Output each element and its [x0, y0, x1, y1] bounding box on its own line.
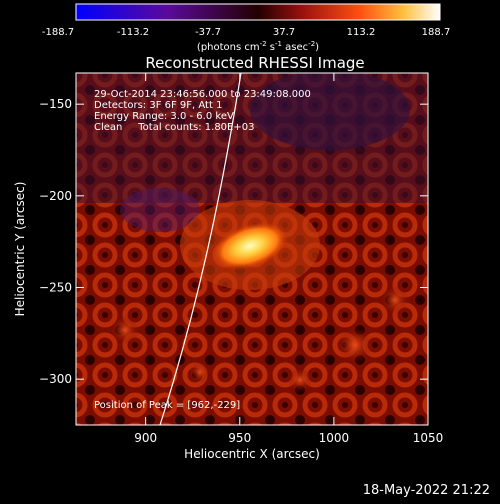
x-axis-label: Heliocentric X (arcsec)	[184, 447, 320, 461]
colorbar-tick: -37.7	[195, 27, 221, 38]
colorbar-tick: 113.2	[347, 27, 376, 38]
colorbar-tick: 37.7	[273, 27, 295, 38]
colorbar-tick: -113.2	[117, 27, 149, 38]
axes: 900 950 1000 1050 −150 −200 −250 −300	[39, 73, 443, 445]
y-tick-label: −200	[39, 189, 72, 203]
footer-date: 18-May-2022 21:22	[363, 483, 490, 498]
annotation-energy: Energy Range: 3.0 - 6.0 keV	[94, 111, 234, 122]
y-tick-label: −300	[39, 372, 72, 386]
y-axis-label: Heliocentric Y (arcsec)	[13, 182, 27, 317]
x-tick-label: 950	[228, 431, 251, 445]
colorbar-units: (photons cm-2 s-1 asec-2)	[197, 40, 319, 53]
colorbar-ticks: -188.7 -113.2 -37.7 37.7 113.2 188.7	[42, 27, 450, 38]
annotation-counts: Clean Total counts: 1.80E+03	[94, 122, 254, 133]
x-tick-label: 1050	[413, 431, 444, 445]
colorbar	[75, 3, 441, 21]
y-tick-label: −250	[39, 281, 72, 295]
annotations: 29-Oct-2014 23:46:56.000 to 23:49:08.000…	[94, 89, 311, 411]
annotation-detectors: Detectors: 3F 6F 9F, Att 1	[94, 100, 222, 111]
colorbar-tick: 188.7	[422, 27, 451, 38]
annotation-time: 29-Oct-2014 23:46:56.000 to 23:49:08.000	[94, 89, 311, 100]
x-tick-label: 1000	[319, 431, 350, 445]
peak-source	[211, 221, 289, 271]
plot-frame	[75, 72, 429, 426]
colorbar-tick: -188.7	[42, 27, 74, 38]
chart-title: Reconstructed RHESSI Image	[145, 54, 364, 72]
x-tick-label: 900	[134, 431, 157, 445]
solar-limb	[159, 73, 242, 425]
heatmap-image	[76, 73, 428, 425]
annotation-peak: Position of Peak = [962,-229]	[94, 400, 240, 411]
y-tick-label: −150	[39, 97, 72, 111]
